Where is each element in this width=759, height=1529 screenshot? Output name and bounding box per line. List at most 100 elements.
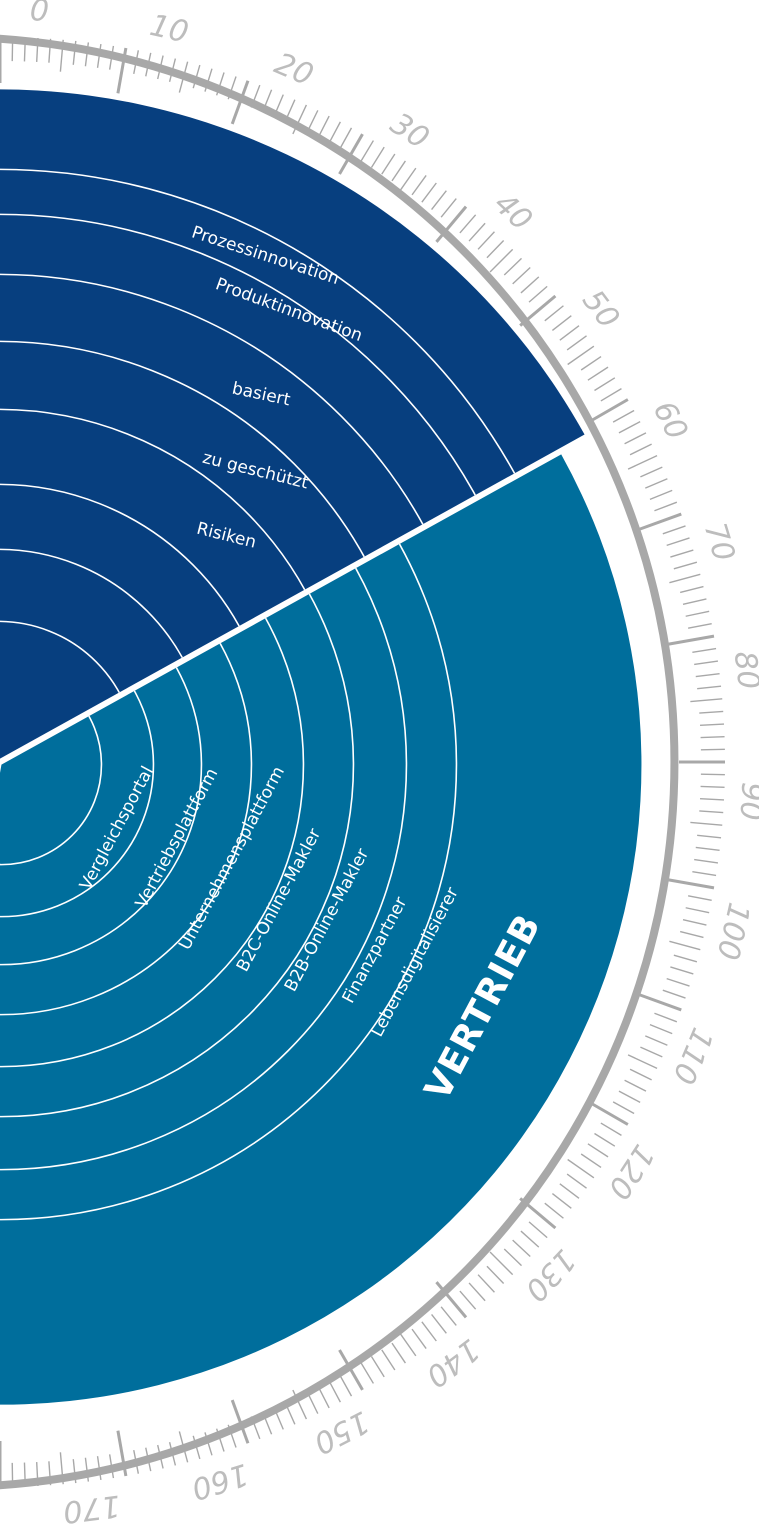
scale-tick: [178, 61, 189, 93]
scale-tick: [699, 710, 724, 714]
scale-tick: [699, 810, 724, 814]
scale-tick: [59, 1452, 64, 1485]
scale-tick: [503, 257, 523, 276]
scale-tick: [559, 1183, 580, 1199]
scale-tick: [133, 1449, 140, 1474]
scale-tick: [339, 1374, 353, 1397]
scale-tick: [145, 1447, 152, 1472]
scale-tick: [618, 421, 641, 434]
scale-tick: [84, 42, 90, 67]
scale-tick: [192, 1435, 201, 1460]
scale-tick: [637, 992, 682, 1012]
scale-tick: [580, 356, 602, 371]
scale-tick: [157, 55, 164, 80]
scale-tick: [666, 977, 690, 987]
scale-tick: [72, 1459, 77, 1484]
scale-tick: [317, 1386, 330, 1409]
scale-tick: [687, 895, 712, 902]
scale-tick: [654, 1012, 678, 1023]
scale-tick: [700, 736, 725, 739]
scale-tick: [551, 1193, 572, 1209]
scale-tick: [72, 40, 77, 65]
ring-line: [0, 454, 458, 1221]
scale-tick: [519, 294, 557, 327]
scale-tick: [624, 1079, 647, 1092]
scale-tick: [519, 1197, 557, 1230]
scale-tick: [640, 466, 663, 478]
scale-tick: [396, 1329, 417, 1357]
scale-tick: [680, 585, 704, 594]
scale-tick: [627, 454, 658, 470]
scale-tick: [261, 1411, 273, 1435]
scale-tick: [682, 919, 707, 926]
sector-upper-fill: [0, 89, 585, 759]
scale-tick: [489, 1251, 514, 1276]
scale-tick: [431, 190, 447, 211]
scale-tick: [317, 115, 330, 138]
scale-tick: [680, 930, 704, 939]
scale-tick: [250, 84, 261, 108]
scale-tick: [668, 634, 715, 646]
scale-tick: [284, 99, 296, 122]
scale-tick: [292, 104, 308, 135]
scale-label: 20: [269, 46, 318, 93]
scale-label: 50: [575, 284, 626, 336]
scale-label: 10: [147, 8, 192, 51]
scale-label: 90: [732, 781, 759, 821]
scale-label: 30: [384, 106, 435, 156]
scale-tick: [644, 1035, 668, 1046]
scale-tick: [637, 512, 682, 532]
scale-label: 130: [518, 1242, 583, 1308]
scale-tick: [459, 1290, 477, 1310]
scale-tick: [23, 37, 26, 62]
scale-tick: [215, 1428, 225, 1452]
scale-tick: [230, 80, 250, 125]
scale-tick: [292, 1389, 308, 1420]
scale-tick: [391, 160, 406, 182]
scale-label: 40: [487, 186, 539, 238]
scale-tick: [431, 1313, 447, 1334]
scale-tick: [612, 409, 635, 423]
scale-label: 160: [187, 1456, 252, 1506]
scale-tick: [157, 1444, 164, 1469]
scale-label: 150: [308, 1403, 375, 1460]
scale-tick: [627, 1054, 658, 1070]
scale-tick: [512, 1239, 531, 1257]
scale-label: 60: [646, 396, 695, 446]
ring-line: [0, 454, 355, 1118]
scale-tick: [204, 1432, 213, 1456]
scale-label: 170: [61, 1488, 122, 1529]
scale-tick: [697, 685, 722, 690]
scale-tick: [486, 239, 505, 259]
scale-tick: [440, 198, 457, 218]
scale-tick: [559, 325, 580, 341]
scale-tick: [695, 846, 720, 852]
scale-ticks: [0, 37, 725, 1487]
scale-tick: [306, 110, 319, 133]
scale-tick: [59, 39, 64, 72]
scale-tick: [600, 1122, 622, 1137]
scale-tick: [48, 38, 52, 63]
scale-tick: [227, 76, 237, 100]
scale-tick: [551, 315, 572, 331]
scale-tick: [440, 1306, 457, 1326]
scale-tick: [673, 561, 698, 570]
scale-tick: [178, 1431, 189, 1463]
scale-tick: [23, 1462, 26, 1487]
scale-tick: [360, 140, 375, 162]
scale-tick: [328, 121, 341, 144]
scale-tick: [261, 89, 273, 113]
scale-tick: [381, 153, 396, 175]
scale-tick: [587, 366, 609, 381]
scale-tick: [618, 1090, 641, 1103]
scale-tick: [435, 205, 468, 243]
scale-tick: [566, 1173, 587, 1189]
scale-tick: [687, 622, 712, 629]
scale-tick: [116, 1430, 128, 1477]
scale-tick: [700, 785, 725, 788]
scale-tick: [411, 1328, 427, 1349]
scale-label: 70: [697, 519, 742, 566]
scale-tick: [587, 1143, 609, 1158]
scale-tick: [662, 525, 686, 535]
scale-tick: [668, 878, 715, 890]
